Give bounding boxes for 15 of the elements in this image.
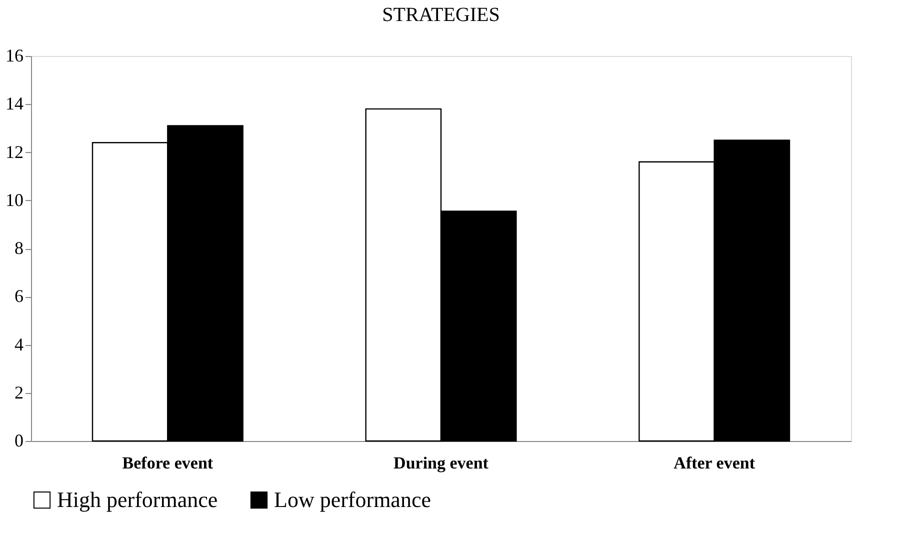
y-tick-label: 4 xyxy=(14,334,24,354)
x-tick-label: Before event xyxy=(122,454,214,472)
y-tick-label: 16 xyxy=(6,46,24,66)
y-tick-label: 10 xyxy=(6,190,24,210)
legend-label: High performance xyxy=(57,487,218,512)
x-tick-label: During event xyxy=(394,454,489,472)
y-tick-label: 6 xyxy=(14,286,24,306)
y-tick-label: 2 xyxy=(14,382,24,402)
y-tick-label: 8 xyxy=(14,238,24,258)
chart-title: STRATEGIES xyxy=(382,4,500,26)
y-tick-label: 14 xyxy=(6,94,24,114)
y-tick-label: 0 xyxy=(14,430,24,450)
legend-label: Low performance xyxy=(274,487,431,512)
y-tick-label: 12 xyxy=(6,142,24,162)
x-tick-label: After event xyxy=(674,454,756,472)
